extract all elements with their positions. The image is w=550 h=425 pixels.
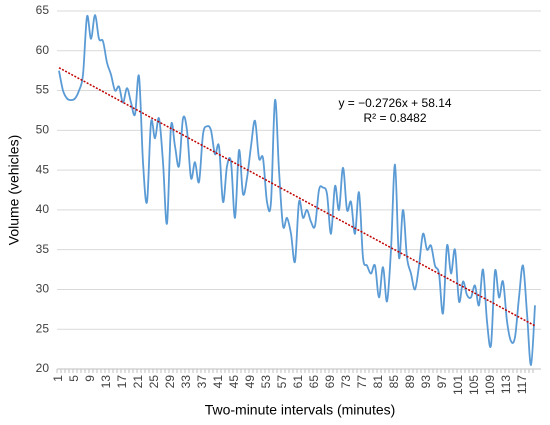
trendline-equation: y = −0.2726x + 58.14 <box>338 96 451 110</box>
x-tick-label: 97 <box>435 375 449 389</box>
x-tick-label: 25 <box>147 375 161 389</box>
y-tick-label: 30 <box>36 282 50 296</box>
r-squared: R² = 0.8482 <box>363 111 426 125</box>
y-tick-label: 50 <box>36 123 50 137</box>
y-tick-label: 65 <box>36 3 50 17</box>
x-tick-label: 17 <box>115 375 129 389</box>
x-tick-label: 89 <box>403 375 417 389</box>
x-tick-label: 109 <box>483 375 497 395</box>
x-tick-label: 57 <box>275 375 289 389</box>
data-line <box>58 14 536 366</box>
x-tick-label: 21 <box>131 375 145 389</box>
y-tick-label: 45 <box>36 162 50 176</box>
x-tick-label: 41 <box>211 375 225 389</box>
x-tick-label: 1 <box>51 375 65 382</box>
x-tick-label: 13 <box>99 375 113 389</box>
y-tick-label: 55 <box>36 83 50 97</box>
x-axis-label: Two-minute intervals (minutes) <box>205 402 396 418</box>
x-tick-label: 65 <box>307 375 321 389</box>
x-tick-label: 37 <box>195 375 209 389</box>
x-tick-label: 85 <box>387 375 401 389</box>
x-tick-label: 113 <box>499 375 513 394</box>
trendline <box>58 67 536 327</box>
x-tick-label: 61 <box>291 375 305 389</box>
x-tick-label: 105 <box>467 375 481 395</box>
x-tick-label: 93 <box>419 375 433 389</box>
y-tick-label: 25 <box>36 321 50 335</box>
x-tick-label: 45 <box>227 375 241 389</box>
y-tick-label: 35 <box>36 242 50 256</box>
x-tick-label: 117 <box>515 375 529 394</box>
x-tick-label: 77 <box>355 375 369 389</box>
y-tick-label: 20 <box>36 361 50 375</box>
x-tick-label: 101 <box>451 375 465 395</box>
y-tick-label: 60 <box>36 43 50 57</box>
x-tick-label: 69 <box>323 375 337 389</box>
x-tick-label: 49 <box>243 375 257 389</box>
x-tick-label: 33 <box>179 375 193 389</box>
y-axis-label: Volume (vehicles) <box>6 135 22 246</box>
x-tick-label: 9 <box>83 375 97 382</box>
x-tick-label: 53 <box>259 375 273 389</box>
x-tick-label: 29 <box>163 375 177 389</box>
x-tick-label: 73 <box>339 375 353 389</box>
y-tick-label: 40 <box>36 202 50 216</box>
x-tick-label: 5 <box>67 375 81 382</box>
x-tick-label: 81 <box>371 375 385 389</box>
